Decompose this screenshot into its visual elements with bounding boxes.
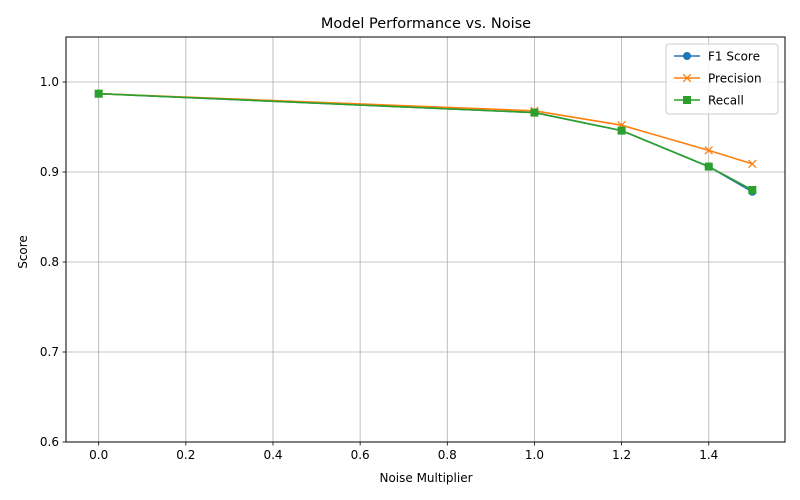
- legend-item-recall: Recall: [674, 94, 744, 108]
- x-tick-label: 0.0: [89, 448, 108, 462]
- chart-title: Model Performance vs. Noise: [321, 16, 531, 32]
- axis-ticks: 0.0 0.2 0.4 0.6 0.8 1.0 1.2 1.4 0.6 0.7 0.8 0.9 1.0: [40, 75, 718, 462]
- x-tick-label: 0.6: [351, 448, 370, 462]
- data-point-recall: [704, 162, 713, 171]
- legend-label: Precision: [708, 72, 762, 86]
- legend-item-precision: Precision: [674, 72, 762, 86]
- data-point-recall: [748, 186, 757, 194]
- y-tick-label: 0.9: [40, 165, 59, 179]
- x-tick-label: 0.2: [176, 448, 195, 462]
- y-tick-label: 0.7: [40, 345, 59, 359]
- y-tick-label: 1.0: [40, 75, 59, 89]
- x-tick-label: 1.2: [612, 448, 631, 462]
- y-axis-label: Score: [16, 235, 30, 269]
- legend-marker: [682, 73, 692, 83]
- x-axis-label: Noise Multiplier: [379, 471, 472, 485]
- series-group: [94, 89, 757, 196]
- data-point-precision: [748, 159, 757, 169]
- legend-label: F1 Score: [708, 50, 760, 64]
- plot-area-frame: [65, 36, 786, 443]
- data-point-recall: [530, 108, 539, 117]
- data-point-recall: [94, 89, 103, 98]
- y-tick-label: 0.8: [40, 255, 59, 269]
- legend-marker: [683, 52, 691, 60]
- x-tick-label: 1.4: [699, 448, 718, 462]
- y-tick-label: 0.6: [40, 435, 59, 449]
- data-point-precision: [704, 146, 714, 155]
- legend-item-f1-score: F1 Score: [674, 50, 760, 64]
- legend-marker: [683, 96, 691, 104]
- x-tick-label: 1.0: [525, 448, 544, 462]
- legend-box: [665, 43, 779, 115]
- legend-label: Recall: [708, 94, 744, 108]
- data-point-recall: [617, 126, 626, 135]
- x-tick-label: 0.8: [438, 448, 457, 462]
- legend: F1 Score Precision Recall: [665, 43, 779, 115]
- x-tick-label: 0.4: [263, 448, 282, 462]
- series-recall: [94, 89, 757, 194]
